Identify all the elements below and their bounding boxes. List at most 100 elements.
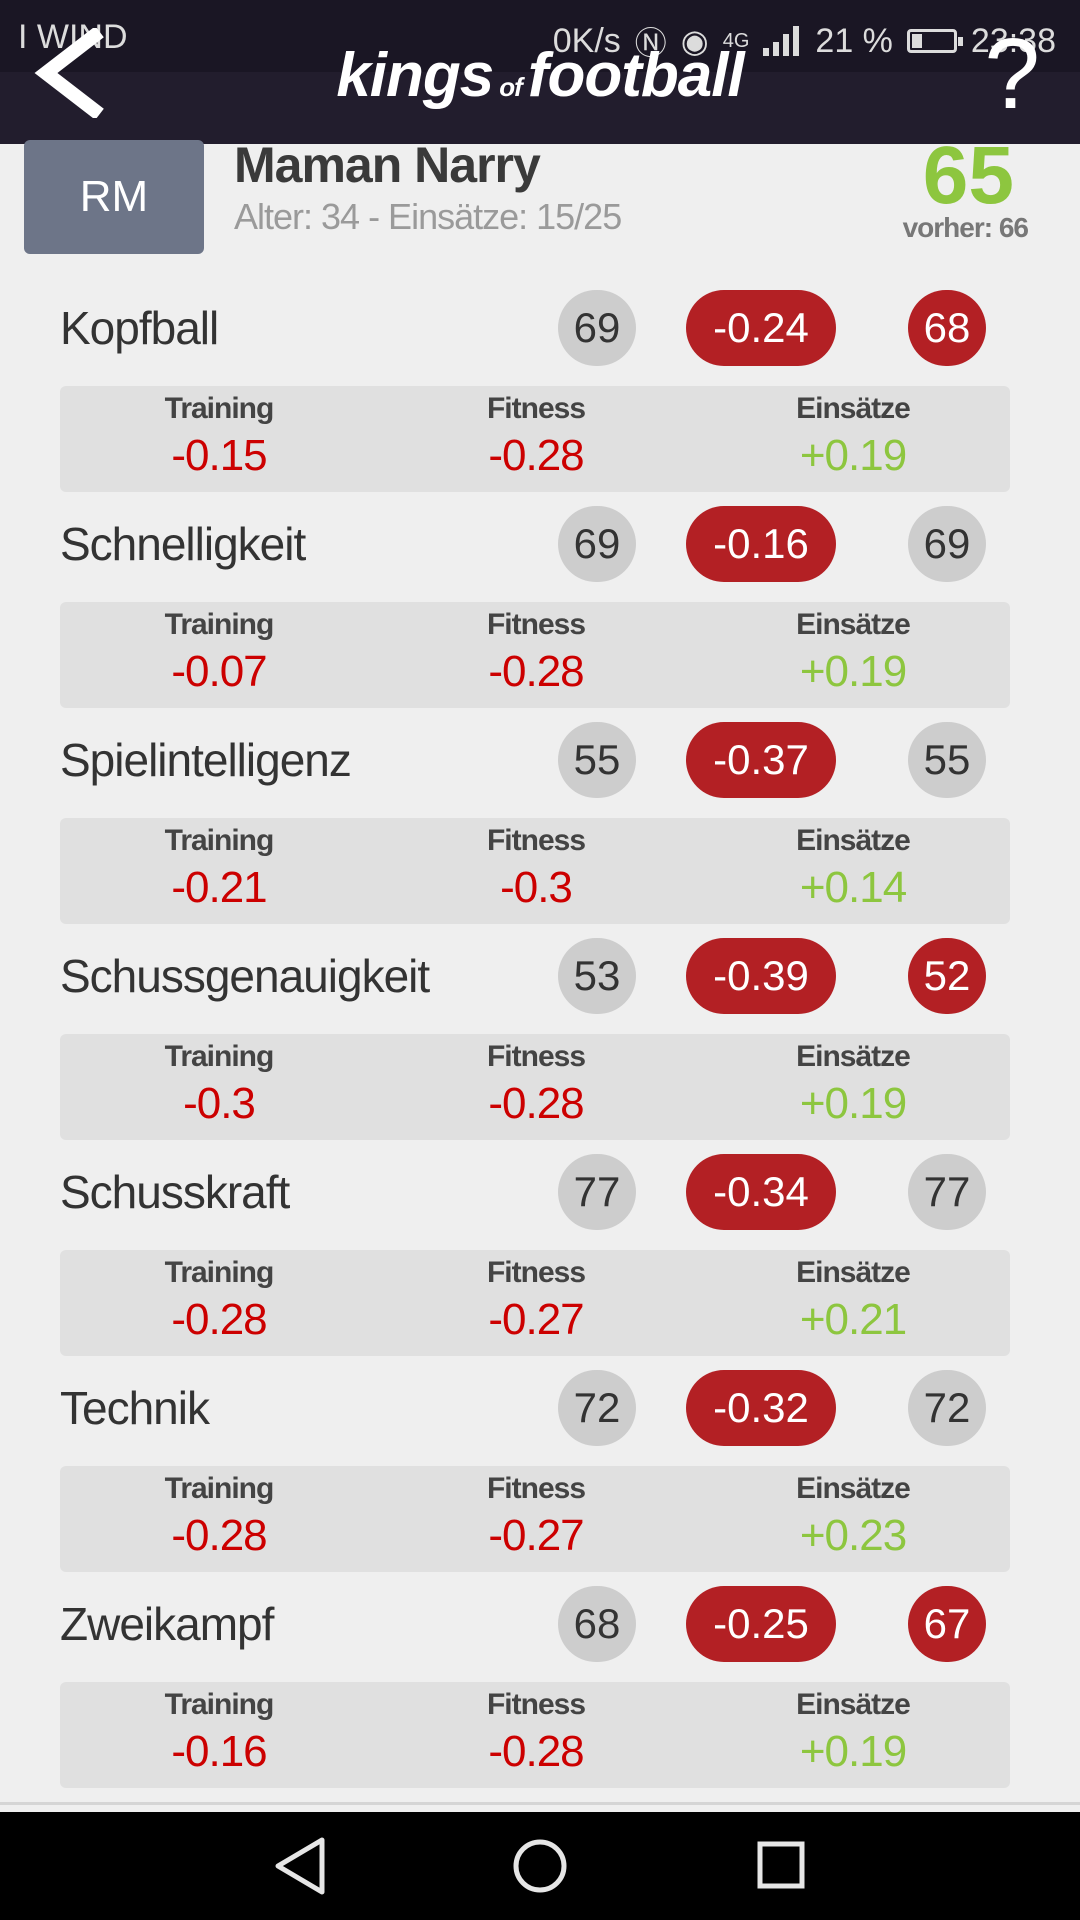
fitness-label: Fitness	[486, 1256, 586, 1289]
fitness-value: -0.27	[488, 1511, 584, 1560]
skill-row: Schussgenauigkeit 53 -0.39 52 Training -…	[0, 938, 1080, 1154]
eye-icon: ◉	[680, 23, 709, 59]
recents-square-icon[interactable]	[740, 1830, 820, 1902]
skill-new-value: 72	[908, 1370, 986, 1446]
fitness-value: -0.28	[488, 1727, 584, 1776]
skill-breakdown: Training -0.16 Fitness -0.28 Einsätze +0…	[60, 1682, 1010, 1788]
skill-new-value: 55	[908, 722, 986, 798]
skill-change-value: -0.39	[686, 938, 836, 1014]
skill-breakdown: Training -0.07 Fitness -0.28 Einsätze +0…	[60, 602, 1010, 708]
back-arrow-icon[interactable]	[32, 28, 112, 118]
fitness-value: -0.28	[488, 647, 584, 696]
skill-change-value: -0.16	[686, 506, 836, 582]
skill-new-value: 68	[908, 290, 986, 366]
einsaetze-label: Einsätze	[796, 824, 911, 857]
skill-new-value: 67	[908, 1586, 986, 1662]
previous-rating: vorher: 66	[902, 212, 1029, 243]
einsaetze-column: Einsätze +0.19	[753, 390, 953, 484]
training-label: Training	[164, 392, 275, 425]
einsaetze-column: Einsätze +0.19	[753, 1038, 953, 1132]
skill-new-value: 69	[908, 506, 986, 582]
training-label: Training	[164, 1688, 275, 1721]
skill-base-value: 68	[558, 1586, 636, 1662]
fitness-label: Fitness	[486, 608, 586, 641]
skill-row: Zweikampf 68 -0.25 67 Training -0.16 Fit…	[0, 1586, 1080, 1802]
einsaetze-value: +0.23	[799, 1511, 907, 1560]
skill-name: Schussgenauigkeit	[60, 950, 430, 1002]
fitness-column: Fitness -0.28	[436, 1686, 636, 1780]
einsaetze-column: Einsätze +0.23	[753, 1470, 953, 1564]
fitness-value: -0.28	[488, 1079, 584, 1128]
einsaetze-label: Einsätze	[796, 608, 911, 641]
divider	[0, 1802, 1080, 1805]
einsaetze-column: Einsätze +0.21	[753, 1254, 953, 1348]
player-meta: Alter: 34 - Einsätze: 15/25	[234, 196, 622, 237]
training-column: Training -0.21	[119, 822, 319, 916]
skill-row: Technik 72 -0.32 72 Training -0.28 Fitne…	[0, 1370, 1080, 1586]
skill-base-value: 72	[558, 1370, 636, 1446]
help-icon[interactable]: ?	[984, 18, 1040, 130]
training-column: Training -0.15	[119, 390, 319, 484]
nfc-icon: Ⓝ	[634, 25, 667, 61]
skill-base-value: 69	[558, 506, 636, 582]
fitness-label: Fitness	[486, 1040, 586, 1073]
training-label: Training	[164, 1256, 275, 1289]
training-column: Training -0.07	[119, 606, 319, 700]
skill-change-value: -0.25	[686, 1586, 836, 1662]
fitness-column: Fitness -0.3	[436, 822, 636, 916]
skill-breakdown: Training -0.28 Fitness -0.27 Einsätze +0…	[60, 1250, 1010, 1356]
fitness-label: Fitness	[486, 392, 586, 425]
battery-icon	[906, 29, 963, 53]
skill-breakdown: Training -0.28 Fitness -0.27 Einsätze +0…	[60, 1466, 1010, 1572]
skill-change-value: -0.34	[686, 1154, 836, 1230]
battery-percent: 21 %	[815, 21, 893, 60]
skill-breakdown: Training -0.15 Fitness -0.28 Einsätze +0…	[60, 386, 1010, 492]
training-column: Training -0.3	[119, 1038, 319, 1132]
einsaetze-value: +0.21	[799, 1295, 907, 1344]
einsaetze-label: Einsätze	[796, 1040, 911, 1073]
einsaetze-column: Einsätze +0.19	[753, 1686, 953, 1780]
fitness-value: -0.27	[488, 1295, 584, 1344]
logo-of: of	[499, 72, 523, 102]
training-column: Training -0.28	[119, 1254, 319, 1348]
home-circle-icon[interactable]	[500, 1830, 580, 1902]
skill-name: Schnelligkeit	[60, 518, 306, 570]
skill-name: Kopfball	[60, 302, 219, 354]
status-bar: I WIND 0K/s Ⓝ ◉ 4G 21 % 23:38	[0, 0, 1080, 72]
fitness-column: Fitness -0.28	[436, 606, 636, 700]
skill-name: Schusskraft	[60, 1166, 290, 1218]
fitness-value: -0.3	[500, 863, 573, 912]
einsaetze-label: Einsätze	[796, 392, 911, 425]
fitness-column: Fitness -0.27	[436, 1470, 636, 1564]
training-label: Training	[164, 824, 275, 857]
einsaetze-label: Einsätze	[796, 1472, 911, 1505]
training-value: -0.07	[171, 647, 267, 696]
logo-football: football	[527, 41, 745, 110]
training-column: Training -0.16	[119, 1686, 319, 1780]
training-label: Training	[164, 608, 275, 641]
skill-change-value: -0.37	[686, 722, 836, 798]
skill-name: Spielintelligenz	[60, 734, 352, 786]
einsaetze-label: Einsätze	[796, 1688, 911, 1721]
system-navbar	[0, 1812, 1080, 1920]
skill-change-value: -0.24	[686, 290, 836, 366]
signal-icon	[763, 26, 800, 56]
app-logo: kings offootball	[0, 40, 1080, 111]
skill-base-value: 55	[558, 722, 636, 798]
einsaetze-value: +0.19	[799, 431, 907, 480]
player-rating: 65	[922, 130, 1014, 221]
skill-row: Schnelligkeit 69 -0.16 69 Training -0.07…	[0, 506, 1080, 722]
training-value: -0.3	[183, 1079, 256, 1128]
back-triangle-icon[interactable]	[260, 1830, 340, 1902]
position-badge: RM	[24, 140, 204, 254]
skill-base-value: 53	[558, 938, 636, 1014]
player-card: RM Maman Narry Alter: 34 - Einsätze: 15/…	[0, 130, 1080, 264]
skill-row: Schusskraft 77 -0.34 77 Training -0.28 F…	[0, 1154, 1080, 1370]
skill-row: Spielintelligenz 55 -0.37 55 Training -0…	[0, 722, 1080, 938]
fitness-column: Fitness -0.27	[436, 1254, 636, 1348]
skill-new-value: 77	[908, 1154, 986, 1230]
training-value: -0.15	[171, 431, 267, 480]
training-value: -0.16	[171, 1727, 267, 1776]
einsaetze-column: Einsätze +0.19	[753, 606, 953, 700]
skill-breakdown: Training -0.21 Fitness -0.3 Einsätze +0.…	[60, 818, 1010, 924]
